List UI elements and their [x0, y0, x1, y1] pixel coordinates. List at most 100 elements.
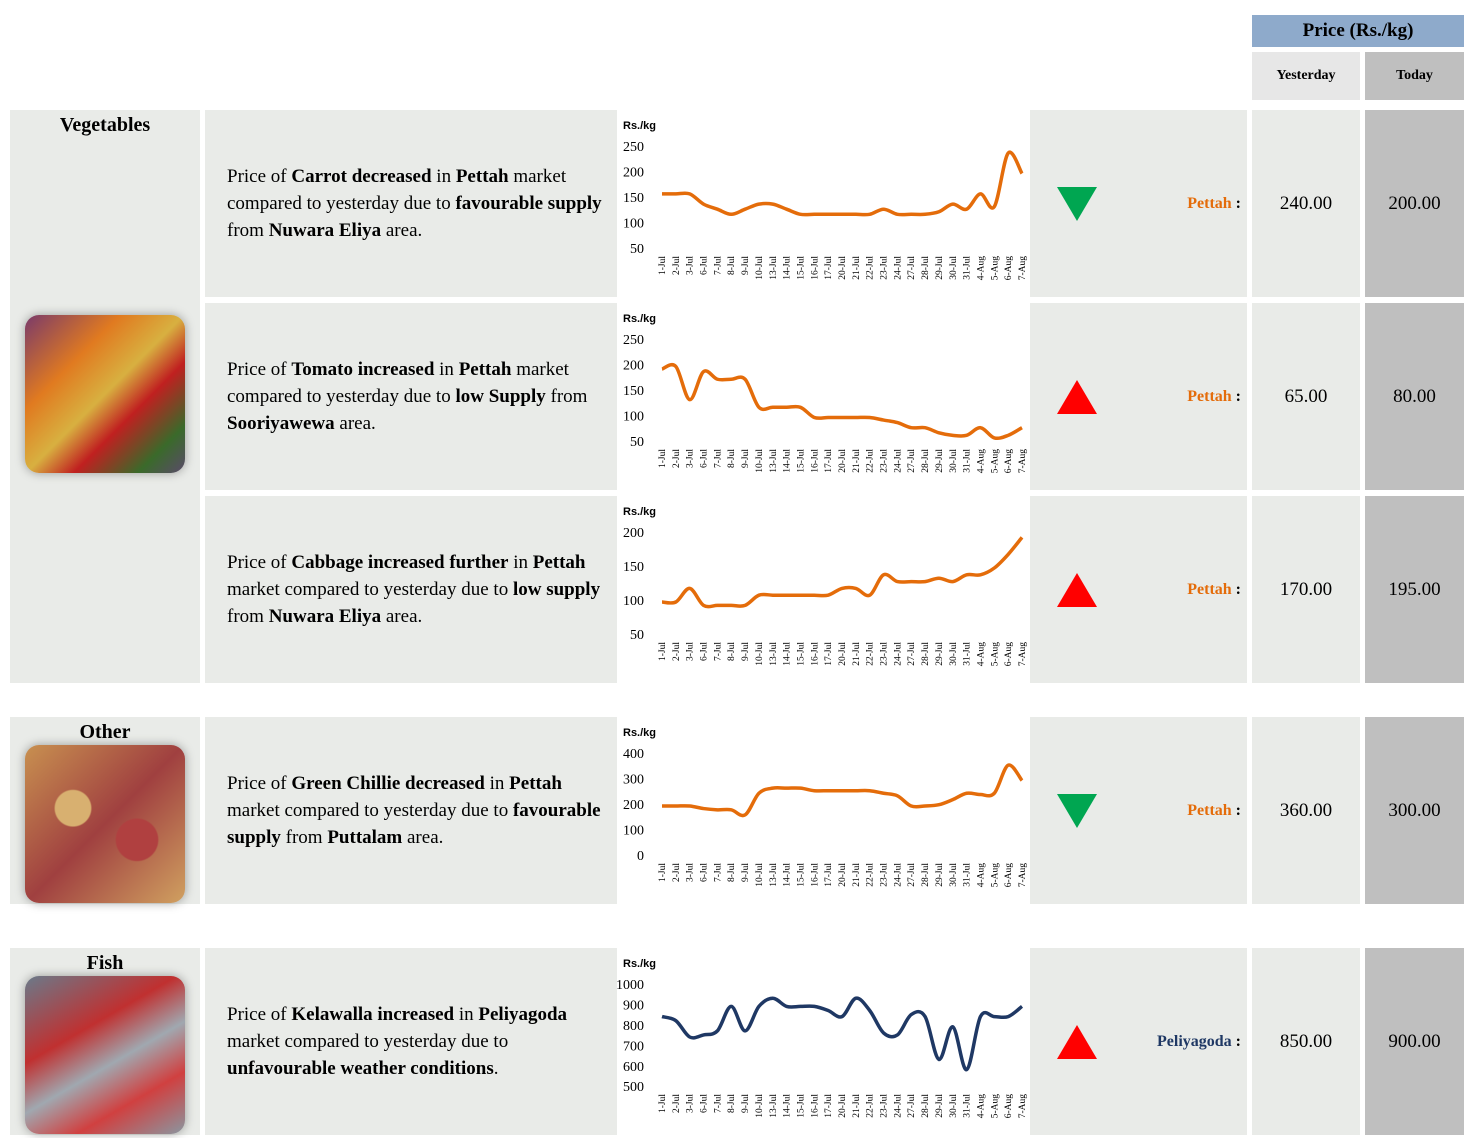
x-tick-label: 27-Jul	[907, 256, 917, 280]
bold-text: Puttalam	[327, 827, 402, 848]
x-tick-label: 31-Jul	[963, 863, 973, 887]
axis-label: Rs./kg	[623, 120, 656, 132]
market: Pettah:	[1030, 496, 1247, 683]
x-tick-label: 13-Jul	[769, 256, 779, 280]
text: from	[227, 606, 269, 627]
bold-text: Peliyagoda	[478, 1004, 567, 1025]
trend-triangle	[1057, 380, 1097, 414]
bold-text: Nuwara Eliya	[269, 220, 381, 241]
x-tick-label: 29-Jul	[935, 256, 945, 280]
description-text: Price of Green Chillie decreased in Pett…	[227, 770, 611, 851]
x-tick-label: 23-Jul	[880, 863, 890, 887]
text: in	[432, 166, 456, 187]
x-tick-label: 14-Jul	[783, 449, 793, 473]
today-price: 300.00	[1365, 717, 1464, 904]
description-text: Price of Cabbage increased further in Pe…	[227, 549, 611, 630]
text: area.	[402, 827, 443, 848]
x-tick-label: 29-Jul	[935, 1094, 945, 1118]
bold-text: Pettah	[456, 166, 509, 187]
bold-text: unfavourable weather conditions	[227, 1058, 494, 1079]
trend-triangle	[1057, 794, 1097, 828]
price-header: Price (Rs./kg)	[1252, 15, 1464, 47]
text: market compared to yesterday due to	[227, 579, 513, 600]
x-tick-label: 28-Jul	[921, 642, 931, 666]
bold-text: low Supply	[455, 386, 545, 407]
x-tick-label: 9-Jul	[741, 1094, 751, 1113]
x-tick-label: 2-Jul	[672, 1094, 682, 1113]
y-tick-label: 100	[623, 824, 644, 839]
market-name: Pettah	[1187, 581, 1231, 599]
x-tick-label: 14-Jul	[783, 642, 793, 666]
section-name: Fish	[87, 952, 124, 974]
y-tick-label: 50	[630, 628, 644, 643]
x-tick-label: 23-Jul	[880, 642, 890, 666]
x-tick-label: 3-Jul	[686, 642, 696, 661]
x-tick-label: 6-Jul	[700, 863, 710, 882]
market: Pettah:	[1030, 110, 1247, 297]
y-tick-label: 400	[623, 747, 644, 762]
x-tick-label: 20-Jul	[838, 1094, 848, 1118]
section-image	[25, 745, 185, 903]
x-tick-label: 7-Aug	[1018, 449, 1028, 474]
y-tick-label: 700	[623, 1039, 644, 1054]
bold-text: Green Chillie decreased	[291, 773, 485, 794]
market-separator: :	[1236, 1033, 1241, 1051]
y-tick-label: 50	[630, 242, 644, 257]
price-line	[662, 152, 1022, 214]
x-tick-label: 16-Jul	[810, 1094, 820, 1118]
x-tick-label: 7-Aug	[1018, 1094, 1028, 1119]
section-name: Other	[79, 721, 130, 743]
bold-text: Sooriyawewa	[227, 413, 335, 434]
today-header: Today	[1365, 52, 1464, 100]
y-tick-label: 200	[623, 526, 644, 541]
x-tick-label: 9-Jul	[741, 863, 751, 882]
x-tick-label: 24-Jul	[893, 1094, 903, 1118]
text: Price of	[227, 166, 291, 187]
x-tick-label: 28-Jul	[921, 863, 931, 887]
x-tick-label: 4-Aug	[976, 256, 986, 281]
y-tick-label: 200	[623, 166, 644, 181]
x-tick-label: 2-Jul	[672, 863, 682, 882]
x-tick-label: 21-Jul	[852, 449, 862, 473]
text: in	[454, 1004, 478, 1025]
x-tick-label: 1-Jul	[658, 863, 668, 882]
bold-text: Kelawalla increased	[291, 1004, 454, 1025]
x-tick-label: 16-Jul	[810, 863, 820, 887]
x-tick-label: 7-Jul	[713, 863, 723, 882]
chart: Rs./kg501001502002501-Jul2-Jul3-Jul6-Jul…	[617, 306, 1030, 488]
description: Price of Carrot decreased in Pettah mark…	[205, 110, 617, 297]
description-text: Price of Tomato increased in Pettah mark…	[227, 356, 611, 437]
y-tick-label: 250	[623, 140, 644, 155]
x-tick-label: 22-Jul	[866, 449, 876, 473]
y-tick-label: 200	[623, 798, 644, 813]
bold-text: Pettah	[459, 359, 512, 380]
y-tick-label: 100	[623, 217, 644, 232]
description: Price of Tomato increased in Pettah mark…	[205, 303, 617, 490]
text: Price of	[227, 1004, 291, 1025]
text: area.	[335, 413, 376, 434]
x-tick-label: 31-Jul	[963, 449, 973, 473]
today-price: 195.00	[1365, 496, 1464, 683]
x-tick-label: 20-Jul	[838, 863, 848, 887]
x-tick-label: 6-Aug	[1004, 256, 1014, 281]
x-tick-label: 30-Jul	[949, 256, 959, 280]
x-tick-label: 30-Jul	[949, 642, 959, 666]
x-tick-label: 4-Aug	[976, 863, 986, 888]
x-tick-label: 3-Jul	[686, 863, 696, 882]
market: Peliyagoda:	[1030, 948, 1247, 1135]
x-tick-label: 7-Aug	[1018, 863, 1028, 888]
x-tick-label: 27-Jul	[907, 449, 917, 473]
axis-label: Rs./kg	[623, 958, 656, 970]
x-tick-label: 13-Jul	[769, 1094, 779, 1118]
price-line	[662, 765, 1022, 816]
x-tick-label: 17-Jul	[824, 1094, 834, 1118]
market-name: Pettah	[1187, 802, 1231, 820]
x-tick-label: 9-Jul	[741, 256, 751, 275]
yesterday-price: 65.00	[1252, 303, 1360, 490]
